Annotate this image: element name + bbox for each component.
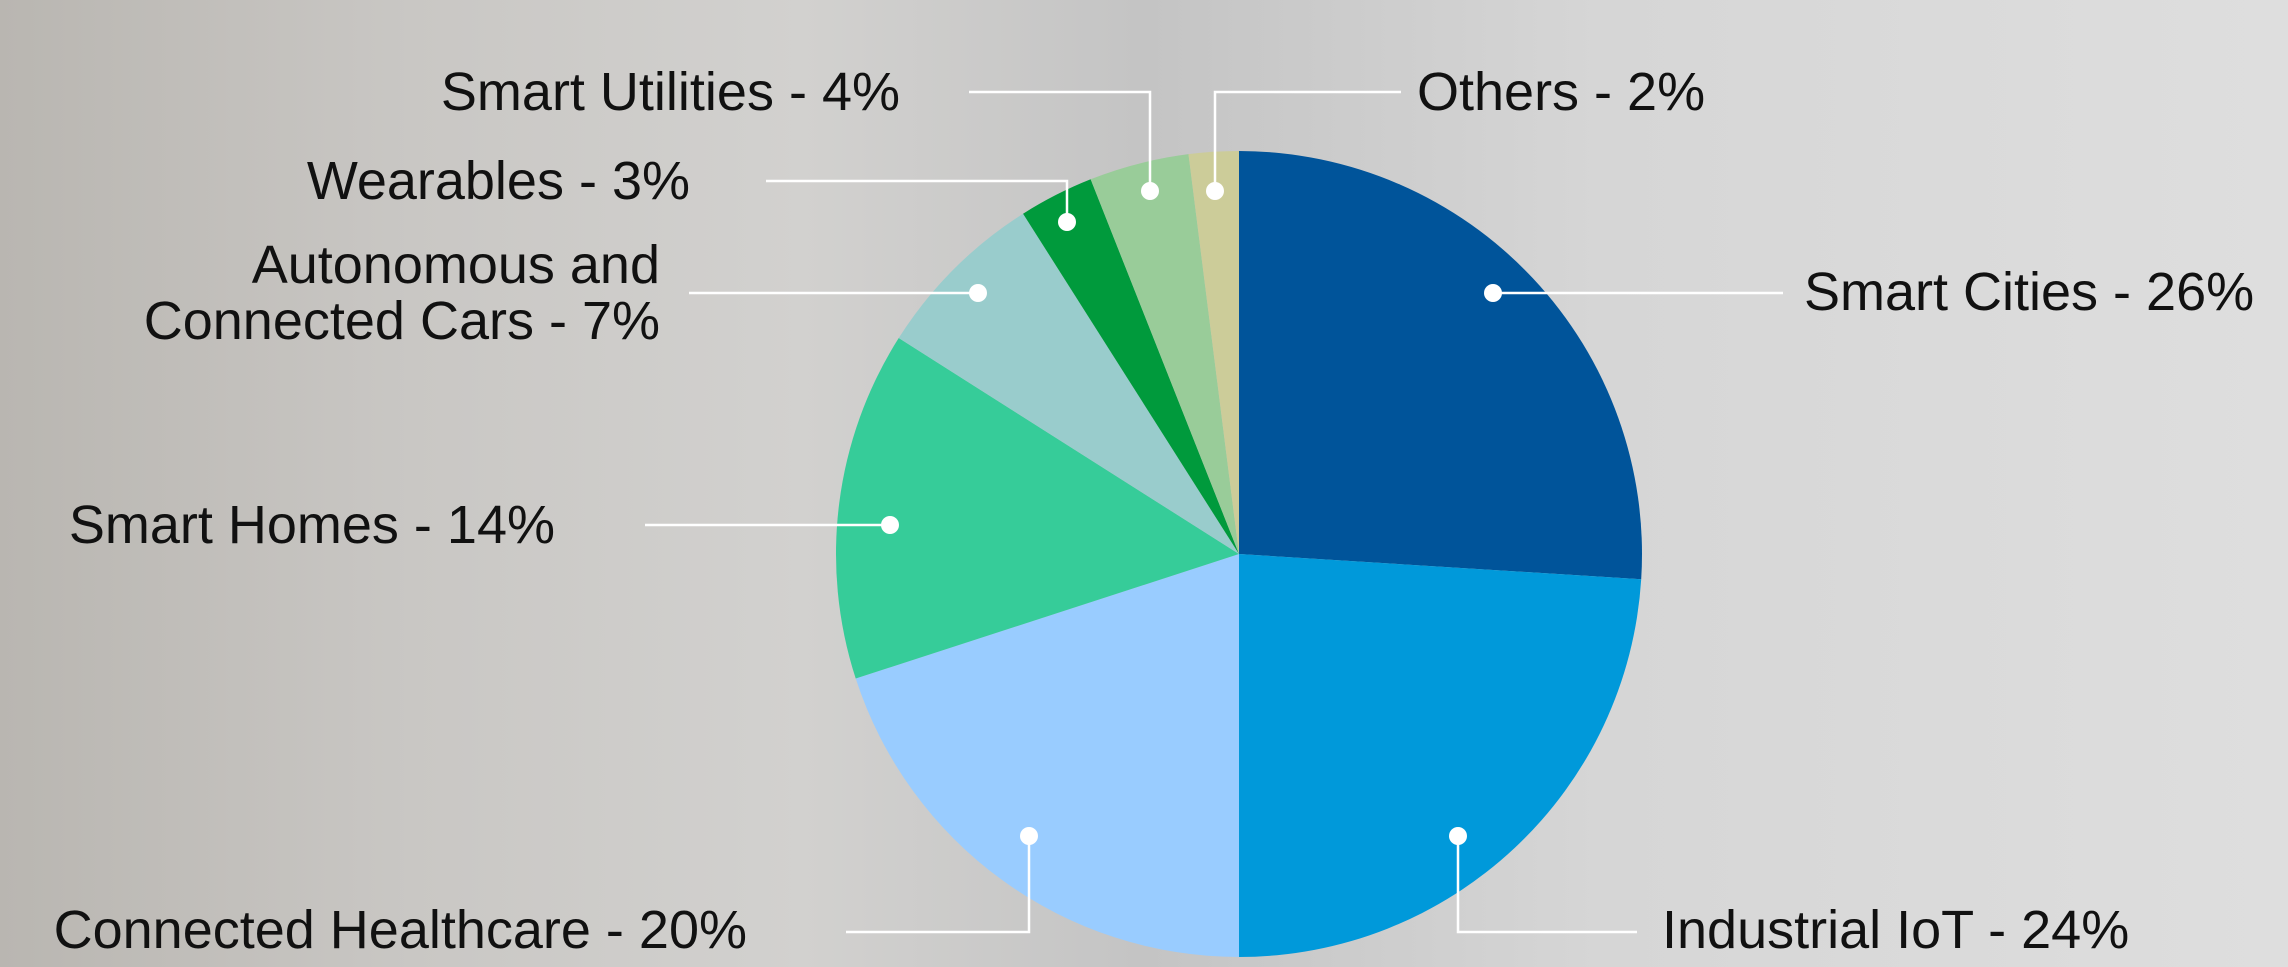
leader-dot [1141, 182, 1159, 200]
leader-dot [1449, 827, 1467, 845]
leader-dot [969, 284, 987, 302]
slice-label: Others - 2% [1417, 64, 1705, 120]
slice-label: Industrial IoT - 24% [1662, 902, 2129, 958]
pie-slice [1239, 554, 1641, 957]
chart [0, 0, 2288, 967]
leader-dot [881, 516, 899, 534]
slice-label: Smart Utilities - 4% [441, 64, 900, 120]
slice-label: Smart Cities - 26% [1804, 264, 2254, 320]
slice-label: Smart Homes - 14% [69, 497, 555, 553]
slice-label: Autonomous and Connected Cars - 7% [144, 237, 660, 349]
pie-slice [1239, 151, 1642, 579]
leader-dot [1020, 827, 1038, 845]
leader-dot [1484, 284, 1502, 302]
leader-dot [1058, 213, 1076, 231]
slice-label: Wearables - 3% [307, 153, 690, 209]
slice-label: Connected Healthcare - 20% [54, 902, 747, 958]
leader-dot [1206, 182, 1224, 200]
page: {"chart_data": {"type": "pie", "categori… [0, 0, 2288, 967]
